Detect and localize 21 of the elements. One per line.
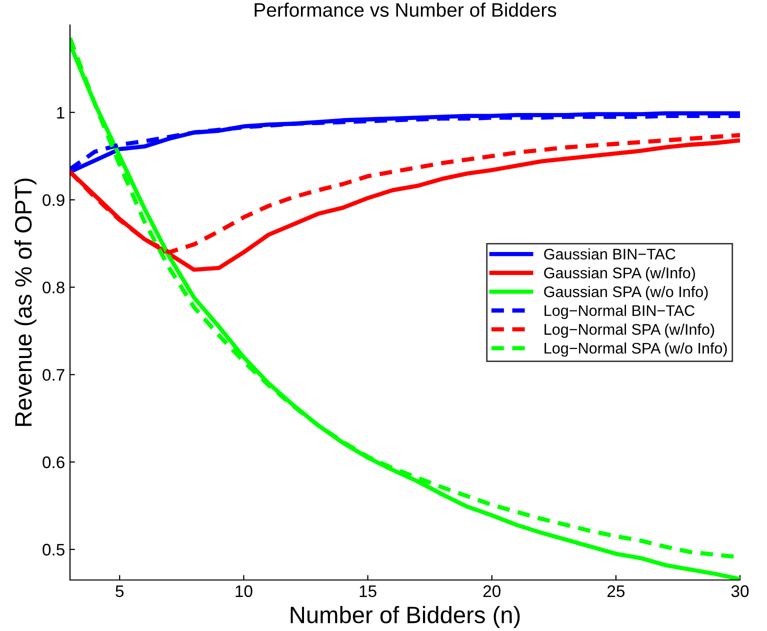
x-tick-label: 10 [236,585,252,598]
y-tick-label: 0.5 [42,544,64,556]
legend-label: Gaussian BIN−TAC [544,248,676,260]
x-tick-label: 15 [360,585,376,598]
y-tick-label: 0.6 [42,456,64,468]
legend-label: Log−Normal SPA (w/o Info) [544,342,727,357]
x-tick-label: 5 [116,585,124,598]
x-tick-label: 30 [731,585,749,598]
y-axis-title: Revenue (as % of OPT) [14,178,36,426]
legend-label: Log−Normal BIN−TAC [544,304,694,320]
x-tick-label: 20 [483,585,500,598]
y-tick-label: 0.7 [42,369,64,381]
x-tick-label: 25 [607,585,624,598]
legend-label: Gaussian SPA (w/o Info) [544,286,708,300]
chart-title: Performance vs Number of Bidders [254,2,556,17]
x-axis-title: Number of Bidders (n) [290,606,520,628]
legend-label: Gaussian SPA (w/Info) [544,267,695,282]
y-tick-label: 1 [57,106,64,118]
legend-label: Log−Normal SPA (w/Info) [544,324,714,338]
y-tick-label: 0.8 [42,282,64,294]
y-tick-label: 0.9 [42,194,64,206]
